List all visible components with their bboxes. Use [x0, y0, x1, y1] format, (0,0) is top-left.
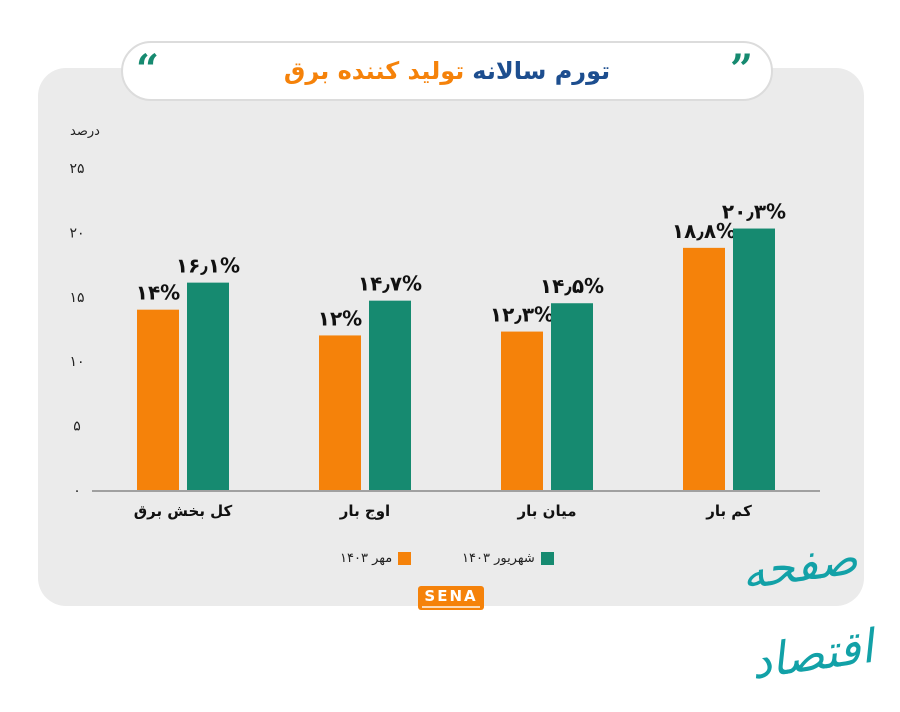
data-label: ۱۲٫۳%: [490, 303, 554, 327]
y-tick-label: ۲۵: [69, 161, 84, 177]
data-label: ۱۶٫۱%: [176, 254, 240, 278]
title-part-1: تورم سالانه: [472, 57, 611, 85]
bar-orange: [137, 309, 179, 490]
data-label: ۱۲%: [318, 306, 362, 330]
sena-logo: SENA: [418, 586, 484, 610]
data-label: ۱۴%: [136, 281, 180, 305]
y-tick-label: ۱۰: [69, 354, 84, 370]
legend-item-series-1: مهر ۱۴۰۳: [340, 548, 412, 568]
legend-label: مهر ۱۴۰۳: [340, 550, 393, 566]
bar-green: [369, 300, 411, 490]
data-label: ۱۴٫۷%: [358, 272, 422, 296]
x-category-label: کل بخش برق: [134, 502, 233, 520]
title-banner: تورم سالانه تولید کننده برق: [121, 41, 773, 101]
bar-orange: [683, 247, 725, 490]
bar-green: [551, 303, 593, 490]
legend-label: شهریور ۱۴۰۳: [462, 550, 535, 566]
x-category-label: میان بار: [517, 502, 577, 520]
data-label: ۱۴٫۵%: [540, 274, 604, 298]
bar-green: [733, 228, 775, 490]
x-category-label: اوج بار: [339, 502, 390, 520]
legend-swatch-orange: [398, 551, 412, 565]
bar-green: [187, 282, 229, 490]
legend-item-series-2: شهریور ۱۴۰۳: [462, 548, 554, 568]
title-part-2: تولید کننده برق: [283, 57, 465, 85]
legend-swatch-green: [540, 551, 554, 565]
bar-orange: [501, 331, 543, 490]
quote-open-icon: “: [136, 46, 160, 93]
data-label: ۲۰٫۳%: [722, 200, 786, 224]
x-category-label: کم بار: [705, 502, 752, 520]
quote-close-icon: ”: [730, 46, 754, 93]
bar-orange: [319, 335, 361, 490]
bar-chart: درصد ۰ ۵ ۱۰ ۱۵ ۲۰ ۲۵ ۱۴% ۱۶٫۱% کل بخش برق ۱۲% ۱۴٫۷%…: [69, 124, 820, 520]
y-tick-label: ۲۰: [69, 225, 84, 241]
y-tick-label: ۵: [73, 419, 81, 435]
data-label: ۱۸٫۸%: [672, 219, 736, 243]
y-tick-label: ۱۵: [69, 290, 84, 306]
y-axis-label: درصد: [70, 124, 100, 139]
y-tick-label: ۰: [73, 483, 81, 499]
